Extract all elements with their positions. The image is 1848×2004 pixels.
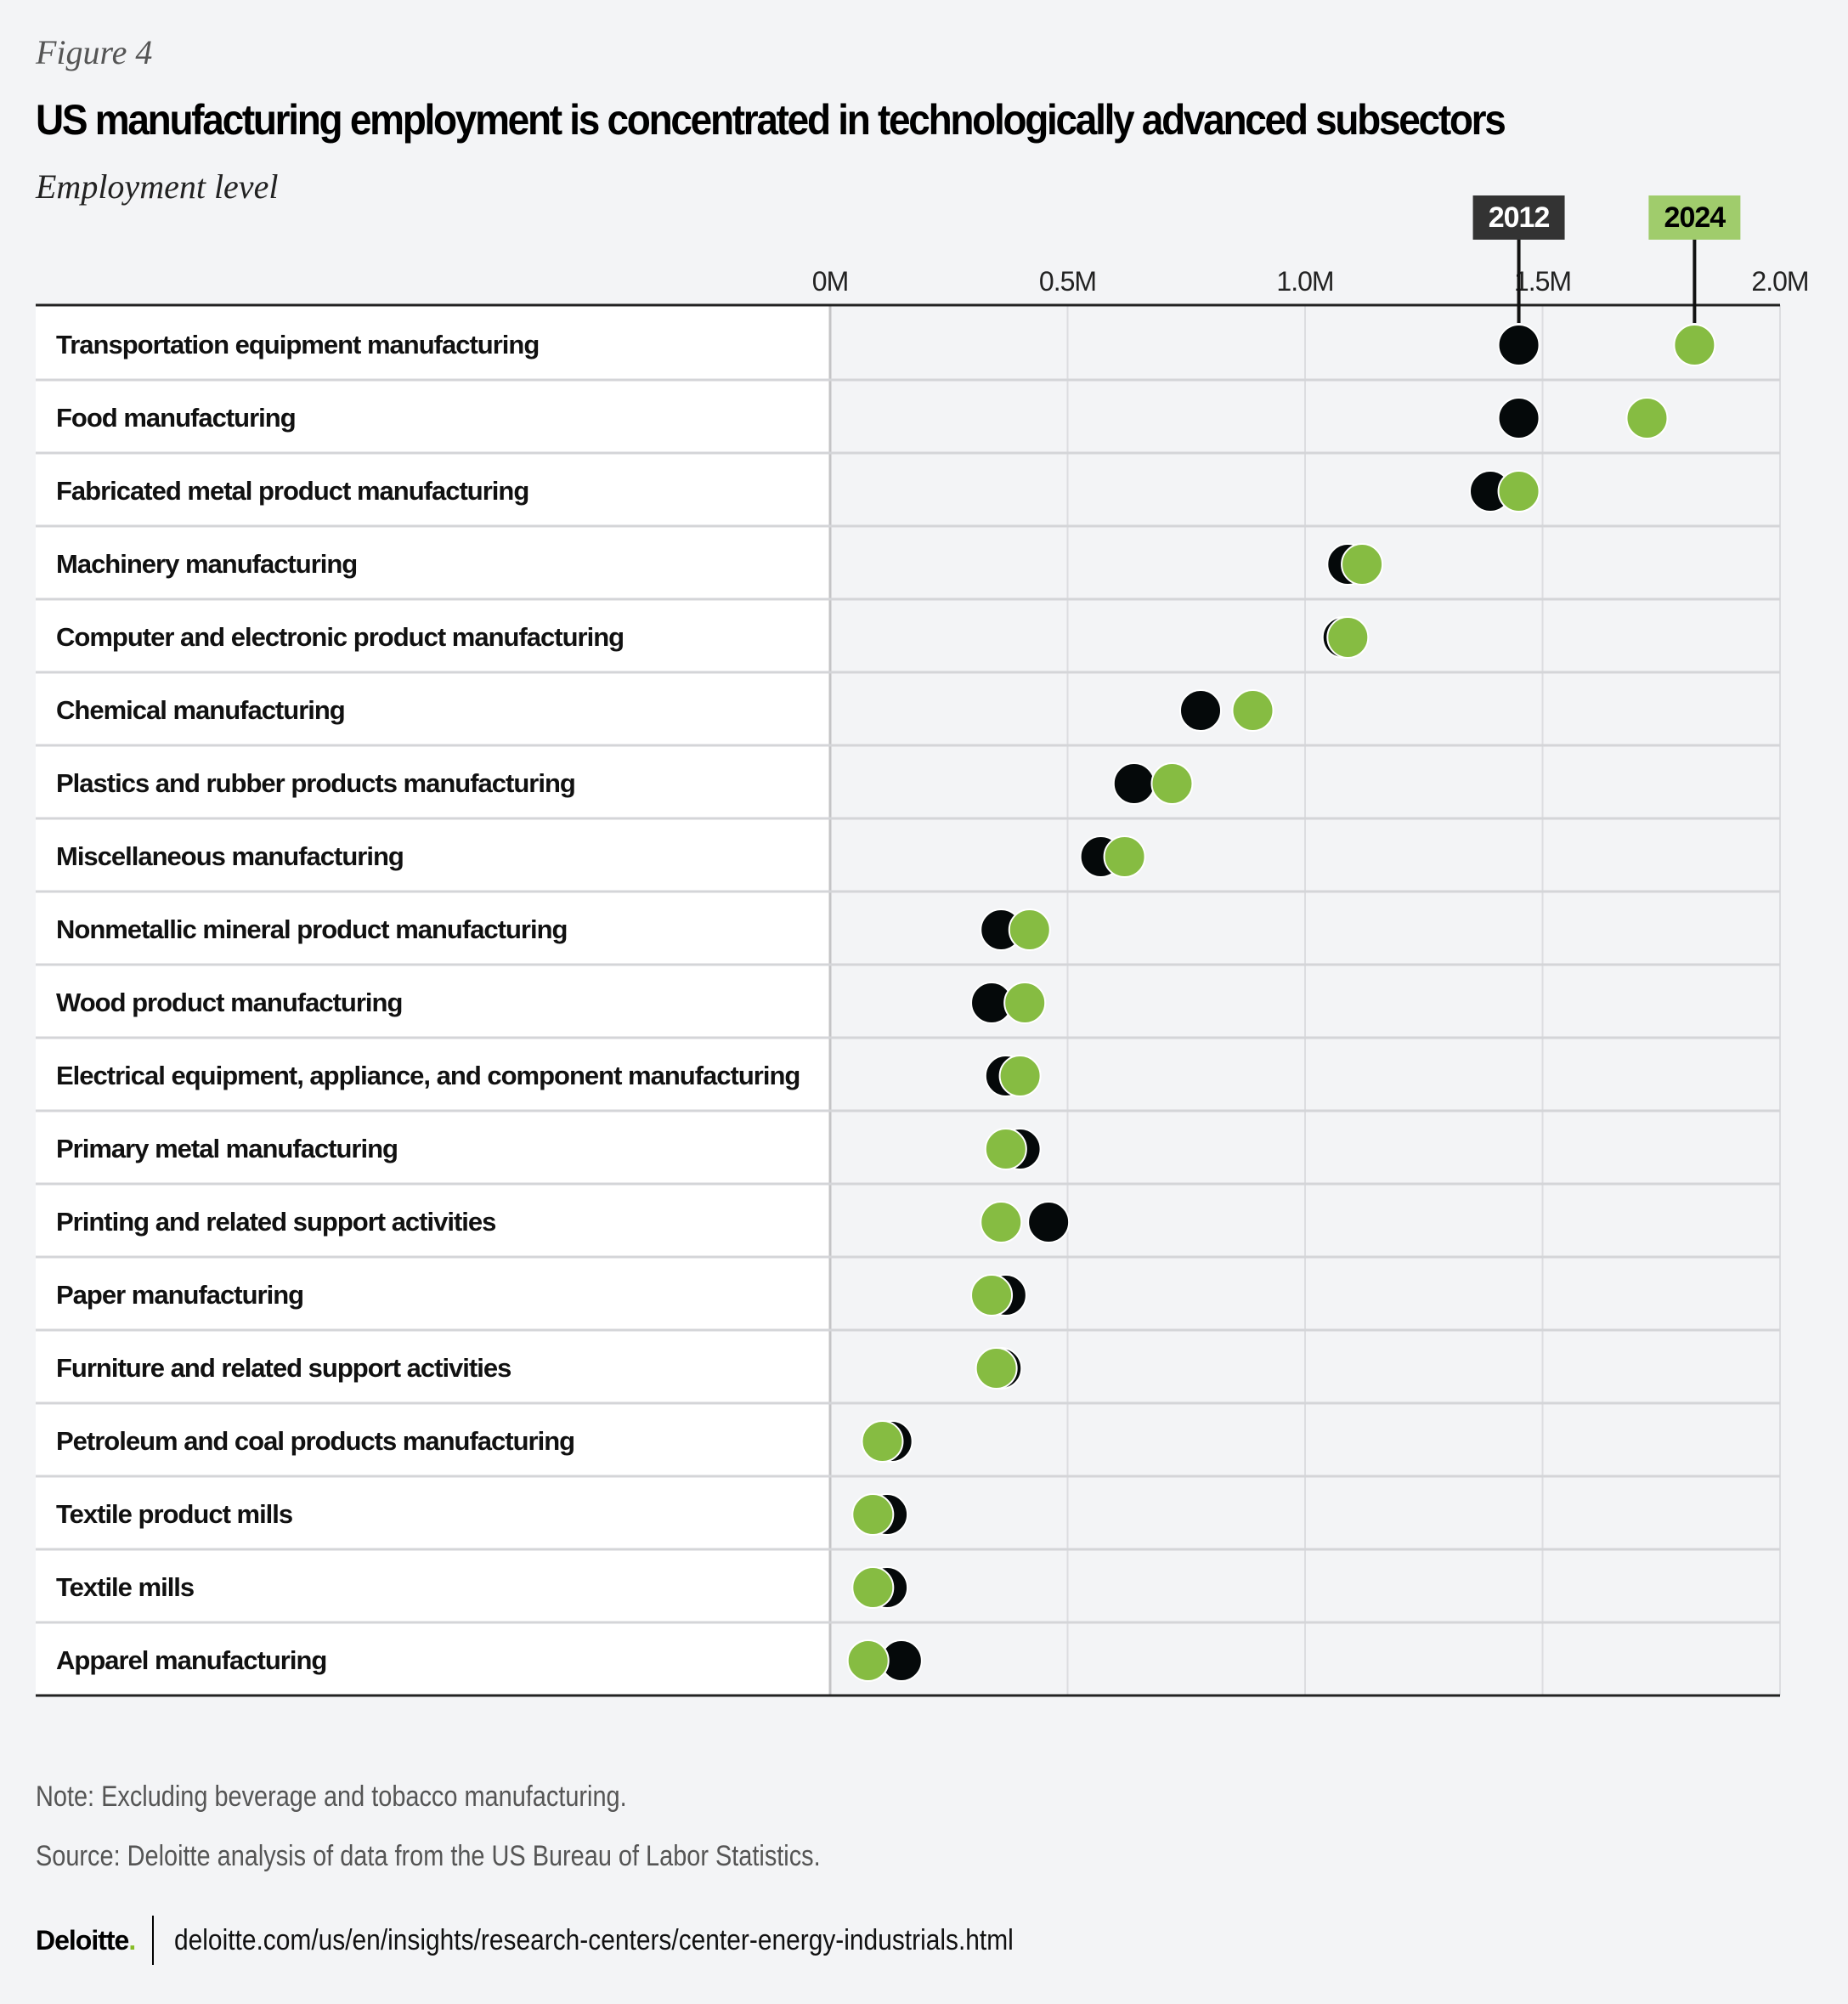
- category-label: Paper manufacturing: [56, 1280, 303, 1310]
- dot-2012: [1027, 1201, 1071, 1243]
- x-tick-label: 1.0M: [1276, 266, 1333, 297]
- logo-text: Deloitte: [36, 1924, 129, 1956]
- category-label: Nonmetallic mineral product manufacturin…: [56, 914, 567, 944]
- dot-2024: [851, 1566, 895, 1609]
- dot-2024: [975, 1347, 1018, 1390]
- category-label: Electrical equipment, appliance, and com…: [56, 1061, 800, 1090]
- category-label: Computer and electronic product manufact…: [56, 622, 624, 652]
- label-column-bg: [36, 305, 830, 1695]
- legend-2012-box: [1472, 195, 1565, 240]
- dot-2024: [1341, 543, 1384, 586]
- dot-2024: [1231, 689, 1274, 732]
- dot-2012: [1497, 397, 1540, 439]
- legend-2024-box: [1648, 195, 1741, 240]
- legend-2012-label: 2012: [1489, 201, 1550, 234]
- dot-2024: [846, 1639, 890, 1682]
- category-label: Primary metal manufacturing: [56, 1134, 398, 1163]
- category-label: Textile mills: [56, 1572, 194, 1602]
- chart-subtitle: Employment level: [36, 167, 279, 206]
- category-label: Food manufacturing: [56, 403, 296, 433]
- dot-2024: [1103, 835, 1146, 878]
- x-tick-label: 2.0M: [1751, 266, 1808, 297]
- category-label: Chemical manufacturing: [56, 695, 345, 725]
- dot-plot-chart: 0M 0.5M 1.0M 1.5M 2.0M Transportation equipme…: [36, 195, 1810, 1697]
- dot-2024: [1008, 909, 1051, 951]
- category-label: Textile product mills: [56, 1499, 292, 1529]
- category-label: Plastics and rubber products manufacturi…: [56, 768, 575, 798]
- note-text: Note: Excluding beverage and tobacco man…: [36, 1780, 627, 1813]
- category-label: Furniture and related support activities: [56, 1353, 511, 1383]
- dot-2012: [1497, 324, 1540, 366]
- legend-2024-label: 2024: [1664, 201, 1726, 234]
- dot-2012: [1179, 689, 1223, 732]
- category-label: Fabricated metal product manufacturing: [56, 476, 528, 506]
- category-label: Wood product manufacturing: [56, 988, 402, 1017]
- footer-divider: [152, 1916, 155, 1965]
- category-label: Printing and related support activities: [56, 1207, 495, 1237]
- deloitte-logo: Deloitte.: [36, 1924, 136, 1956]
- dot-2024: [1003, 982, 1047, 1024]
- dot-2012: [1112, 762, 1156, 805]
- category-label: Petroleum and coal products manufacturin…: [56, 1426, 574, 1456]
- category-label: Transportation equipment manufacturing: [56, 330, 539, 359]
- dot-2024: [1673, 324, 1716, 366]
- x-tick-label: 0M: [812, 266, 848, 297]
- footer: Deloitte. deloitte.com/us/en/insights/re…: [36, 1916, 1128, 1965]
- footer-url[interactable]: deloitte.com/us/en/insights/research-cen…: [174, 1923, 1014, 1956]
- category-label: Miscellaneous manufacturing: [56, 841, 404, 871]
- dot-2024: [861, 1420, 904, 1463]
- x-tick-label: 1.5M: [1514, 266, 1571, 297]
- dot-2024: [1625, 397, 1669, 439]
- dot-2024: [1497, 470, 1540, 512]
- chart-title: US manufacturing employment is concentra…: [36, 96, 1506, 144]
- dot-2024: [851, 1493, 895, 1536]
- dot-2024: [1150, 762, 1194, 805]
- dot-2024: [970, 1274, 1014, 1316]
- source-text: Source: Deloitte analysis of data from t…: [36, 1840, 821, 1872]
- dot-2024: [980, 1201, 1023, 1243]
- logo-dot: .: [128, 1924, 136, 1956]
- category-label: Apparel manufacturing: [56, 1645, 326, 1675]
- figure-label: Figure 4: [36, 33, 153, 71]
- dot-2024: [1326, 616, 1370, 659]
- category-label: Machinery manufacturing: [56, 549, 357, 579]
- dot-2024: [984, 1128, 1027, 1170]
- dot-2024: [998, 1055, 1042, 1097]
- x-tick-label: 0.5M: [1039, 266, 1096, 297]
